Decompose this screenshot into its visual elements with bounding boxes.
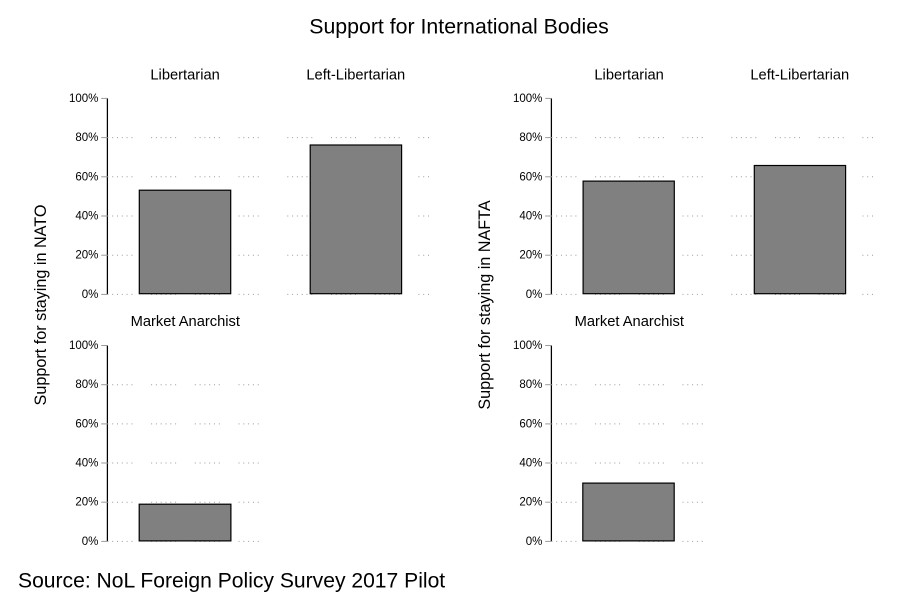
svg-text:Support for staying in NAFTA: Support for staying in NAFTA (476, 200, 494, 410)
svg-text:0%: 0% (82, 289, 99, 301)
svg-text:100%: 100% (69, 93, 98, 105)
svg-text:100%: 100% (513, 93, 542, 105)
svg-text:80%: 80% (75, 132, 98, 144)
svg-text:100%: 100% (69, 340, 98, 352)
svg-text:Left-Libertarian: Left-Libertarian (306, 67, 405, 83)
svg-text:60%: 60% (75, 418, 98, 430)
svg-text:80%: 80% (519, 132, 542, 144)
svg-text:80%: 80% (519, 379, 542, 391)
svg-text:Source: NoL Foreign Policy Sur: Source: NoL Foreign Policy Survey 2017 P… (18, 570, 445, 593)
svg-text:40%: 40% (75, 211, 98, 223)
svg-text:Libertarian: Libertarian (150, 67, 219, 83)
svg-text:40%: 40% (75, 458, 98, 470)
svg-text:Left-Libertarian: Left-Libertarian (750, 67, 849, 83)
svg-text:60%: 60% (519, 171, 542, 183)
svg-text:60%: 60% (75, 171, 98, 183)
svg-text:20%: 20% (75, 250, 98, 262)
svg-text:40%: 40% (519, 458, 542, 470)
svg-text:Libertarian: Libertarian (594, 67, 663, 83)
svg-text:20%: 20% (519, 497, 542, 509)
svg-text:0%: 0% (82, 536, 99, 548)
svg-text:Support for staying in NATO: Support for staying in NATO (32, 205, 50, 406)
svg-text:20%: 20% (519, 250, 542, 262)
svg-text:0%: 0% (526, 536, 543, 548)
svg-text:Market Anarchist: Market Anarchist (575, 314, 684, 330)
svg-text:Market Anarchist: Market Anarchist (131, 314, 240, 330)
svg-text:Support for International Bodi: Support for International Bodies (309, 15, 609, 39)
svg-text:100%: 100% (513, 340, 542, 352)
svg-text:0%: 0% (526, 289, 543, 301)
svg-text:60%: 60% (519, 418, 542, 430)
svg-text:80%: 80% (75, 379, 98, 391)
svg-text:40%: 40% (519, 211, 542, 223)
svg-text:20%: 20% (75, 497, 98, 509)
